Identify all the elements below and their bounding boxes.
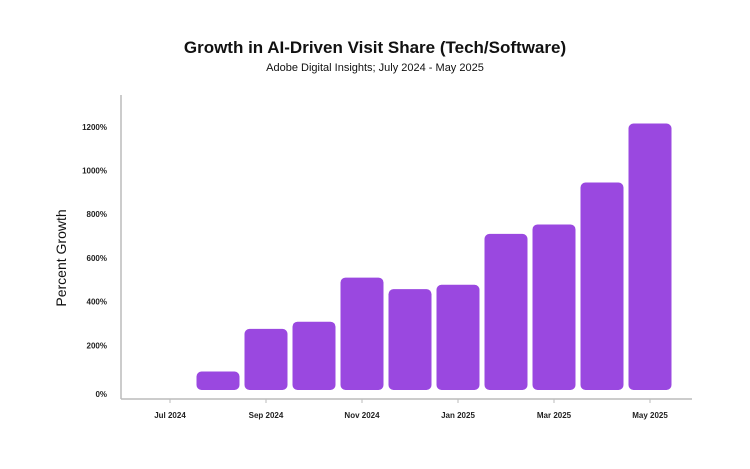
- bar-dec-2024: [388, 289, 432, 390]
- bar-aug-2024: [196, 371, 240, 390]
- x-tick-label: Mar 2025: [537, 411, 572, 420]
- y-tick-label: 1000%: [82, 167, 107, 176]
- x-tick-label: Nov 2024: [344, 411, 380, 420]
- x-tick-label: May 2025: [632, 411, 668, 420]
- chart-title: Growth in AI-Driven Visit Share (Tech/So…: [184, 38, 566, 57]
- bar-apr-2025: [580, 182, 624, 390]
- y-tick-label: 200%: [87, 341, 107, 350]
- y-axis-label: Percent Growth: [53, 209, 69, 306]
- x-tick-label: Jan 2025: [441, 411, 475, 420]
- bar-mar-2025: [532, 224, 576, 390]
- bar-nov-2024: [340, 277, 384, 390]
- bar-oct-2024: [292, 321, 336, 390]
- x-tick-label: Jul 2024: [154, 411, 186, 420]
- chart-subtitle: Adobe Digital Insights; July 2024 - May …: [266, 62, 484, 74]
- y-tick-label: 0%: [95, 390, 107, 399]
- bar-sep-2024: [244, 328, 288, 390]
- y-tick-label: 1200%: [82, 123, 107, 132]
- y-tick-label: 400%: [87, 298, 107, 307]
- bar-jan-2025: [436, 284, 480, 390]
- y-tick-label: 800%: [87, 210, 107, 219]
- bar-feb-2025: [484, 233, 528, 390]
- x-tick-label: Sep 2024: [249, 411, 284, 420]
- y-tick-label: 600%: [87, 254, 107, 263]
- bar-may-2025: [628, 123, 672, 391]
